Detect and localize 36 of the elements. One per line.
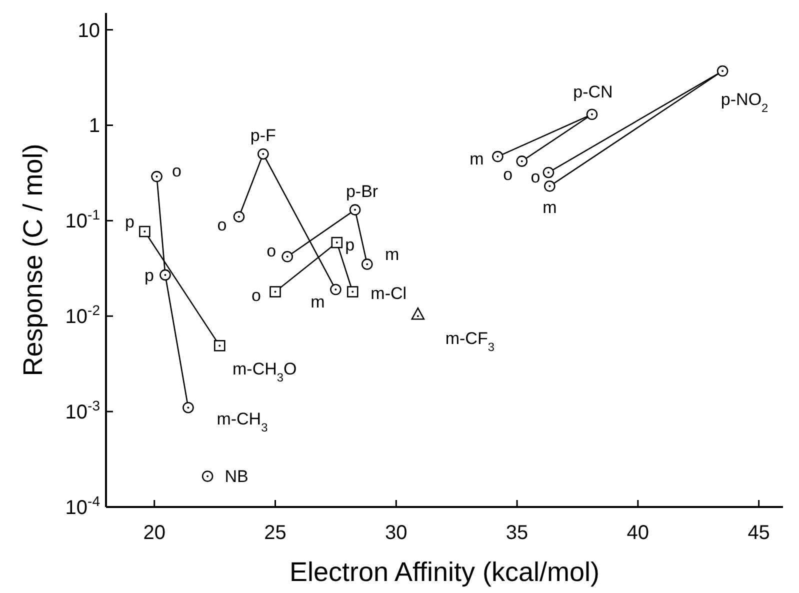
x-tick-label: 40: [626, 522, 650, 544]
annotation: p-CN: [573, 82, 613, 102]
annotation: p: [124, 212, 134, 232]
annotation: NB: [224, 467, 248, 486]
x-tick-label: 25: [264, 522, 286, 544]
y-tick-label: 10$^{-4}$: [65, 493, 100, 519]
annotation: m-CH$_{3}$O: [232, 360, 297, 385]
annotation: m: [542, 198, 557, 218]
y-tick-label: 1: [88, 115, 100, 138]
y-tick-label: 10: [78, 20, 100, 42]
y-tick-label: 10$^{-2}$: [65, 302, 100, 328]
annotation: o: [172, 162, 182, 181]
x-tick-label: 20: [143, 522, 166, 544]
annotation: p: [144, 266, 154, 285]
x-tick-label: 45: [748, 522, 770, 544]
annotation: p-F: [250, 126, 276, 145]
annotation: m-Cl: [370, 284, 407, 303]
annotation: o: [266, 242, 276, 261]
annotation: m-CF$_{3}$: [445, 329, 495, 354]
annotation: o: [503, 165, 513, 184]
annotation: p-NO$_{2}$: [720, 90, 769, 116]
annotation: o: [530, 167, 540, 186]
y-tick-label: 10$^{-1}$: [65, 206, 100, 233]
annotation: o: [217, 216, 227, 235]
annotation: p-Br: [346, 182, 378, 201]
y-tick-label: 10$^{-3}$: [65, 398, 100, 424]
annotation: p: [345, 236, 355, 255]
y-axis-title: Response (C / mol): [18, 144, 48, 376]
x-tick-label: 35: [506, 522, 528, 544]
annotation: m: [470, 150, 484, 169]
annotation: m-CH$_{3}$: [216, 410, 268, 435]
annotation: m: [385, 245, 400, 264]
x-tick-label: 30: [385, 522, 408, 544]
annotation: m: [310, 292, 325, 312]
annotation: o: [252, 286, 261, 305]
x-axis-title: Electron Affinity (kcal/mol): [289, 557, 600, 587]
